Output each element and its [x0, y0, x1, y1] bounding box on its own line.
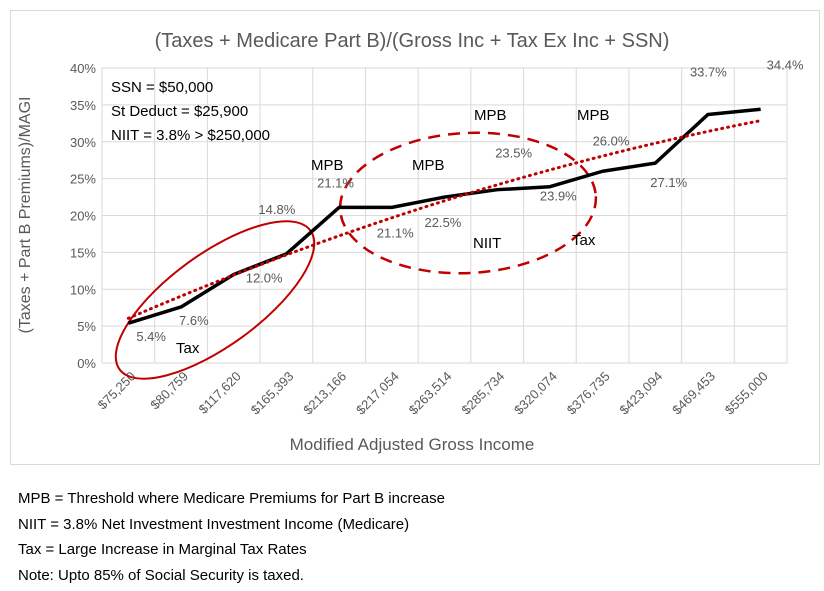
data-label: 5.4% — [136, 329, 166, 344]
chart-title: (Taxes + Medicare Part B)/(Gross Inc + T… — [155, 30, 670, 52]
annotation-mpb: MPB — [577, 107, 610, 124]
annotation-tax: Tax — [176, 340, 200, 357]
x-axis-title: Modified Adjusted Gross Income — [290, 435, 535, 454]
data-label: 33.7% — [690, 64, 727, 79]
info-line: St Deduct = $25,900 — [111, 103, 248, 120]
y-tick-label: 30% — [70, 135, 96, 150]
data-label: 23.5% — [495, 146, 532, 161]
x-tick-label: $555,000 — [722, 369, 771, 418]
annotation-mpb: MPB — [474, 107, 507, 124]
chart: (Taxes + Medicare Part B)/(Gross Inc + T… — [17, 30, 804, 454]
y-tick-label: 0% — [77, 356, 96, 371]
y-tick-label: 10% — [70, 282, 96, 297]
note-social-security: Note: Upto 85% of Social Security is tax… — [18, 566, 304, 584]
data-label: 26.0% — [593, 133, 630, 148]
info-line: SSN = $50,000 — [111, 79, 213, 96]
y-tick-label: 15% — [70, 245, 96, 260]
x-tick-label: $117,620 — [196, 369, 244, 417]
y-tick-label: 5% — [77, 319, 96, 334]
y-axis-title: (Taxes + Part B Premiums)/MAGI — [17, 97, 34, 334]
data-label: 27.1% — [650, 175, 687, 190]
data-label: 12.0% — [246, 271, 283, 286]
x-tick-label: $423,094 — [616, 369, 665, 418]
x-tick-label: $469,453 — [669, 369, 718, 418]
note-niit: NIIT = 3.8% Net Investment Investment In… — [18, 515, 410, 533]
y-tick-label: 25% — [70, 172, 96, 187]
data-label: 14.8% — [258, 202, 295, 217]
x-tick-label: $320,074 — [511, 369, 560, 418]
y-tick-label: 40% — [70, 61, 96, 76]
y-tick-label: 35% — [70, 98, 96, 113]
data-label: 21.1% — [317, 175, 354, 190]
x-tick-label: $213,166 — [300, 369, 349, 418]
data-label: 34.4% — [767, 57, 804, 72]
data-label: 21.1% — [377, 225, 414, 240]
annotation-mpb: MPB — [311, 157, 344, 174]
data-label: 7.6% — [179, 313, 209, 328]
note-tax: Tax = Large Increase in Marginal Tax Rat… — [18, 541, 307, 558]
x-tick-label: $75,250 — [95, 369, 139, 413]
note-mpb: MPB = Threshold where Medicare Premiums … — [18, 490, 445, 507]
notes: MPB = Threshold where Medicare Premiums … — [18, 486, 445, 588]
x-tick-label: $376,735 — [564, 369, 613, 418]
chart-frame — [10, 10, 820, 465]
y-tick-label: 20% — [70, 209, 96, 224]
data-label: 22.5% — [425, 215, 462, 230]
info-line: NIIT = 3.8% > $250,000 — [111, 127, 270, 144]
x-tick-label: $263,514 — [406, 369, 455, 418]
data-label: 23.9% — [540, 189, 577, 204]
annotation-niit: NIIT — [473, 235, 501, 252]
x-tick-label: $217,054 — [353, 369, 402, 418]
annotation-mpb: MPB — [412, 157, 445, 174]
x-tick-label: $165,393 — [248, 369, 297, 418]
annotation-tax: Tax — [572, 232, 596, 249]
mpb-niit-region-ellipse — [338, 131, 598, 275]
trendline — [126, 119, 763, 320]
x-tick-label: $285,734 — [458, 369, 507, 418]
